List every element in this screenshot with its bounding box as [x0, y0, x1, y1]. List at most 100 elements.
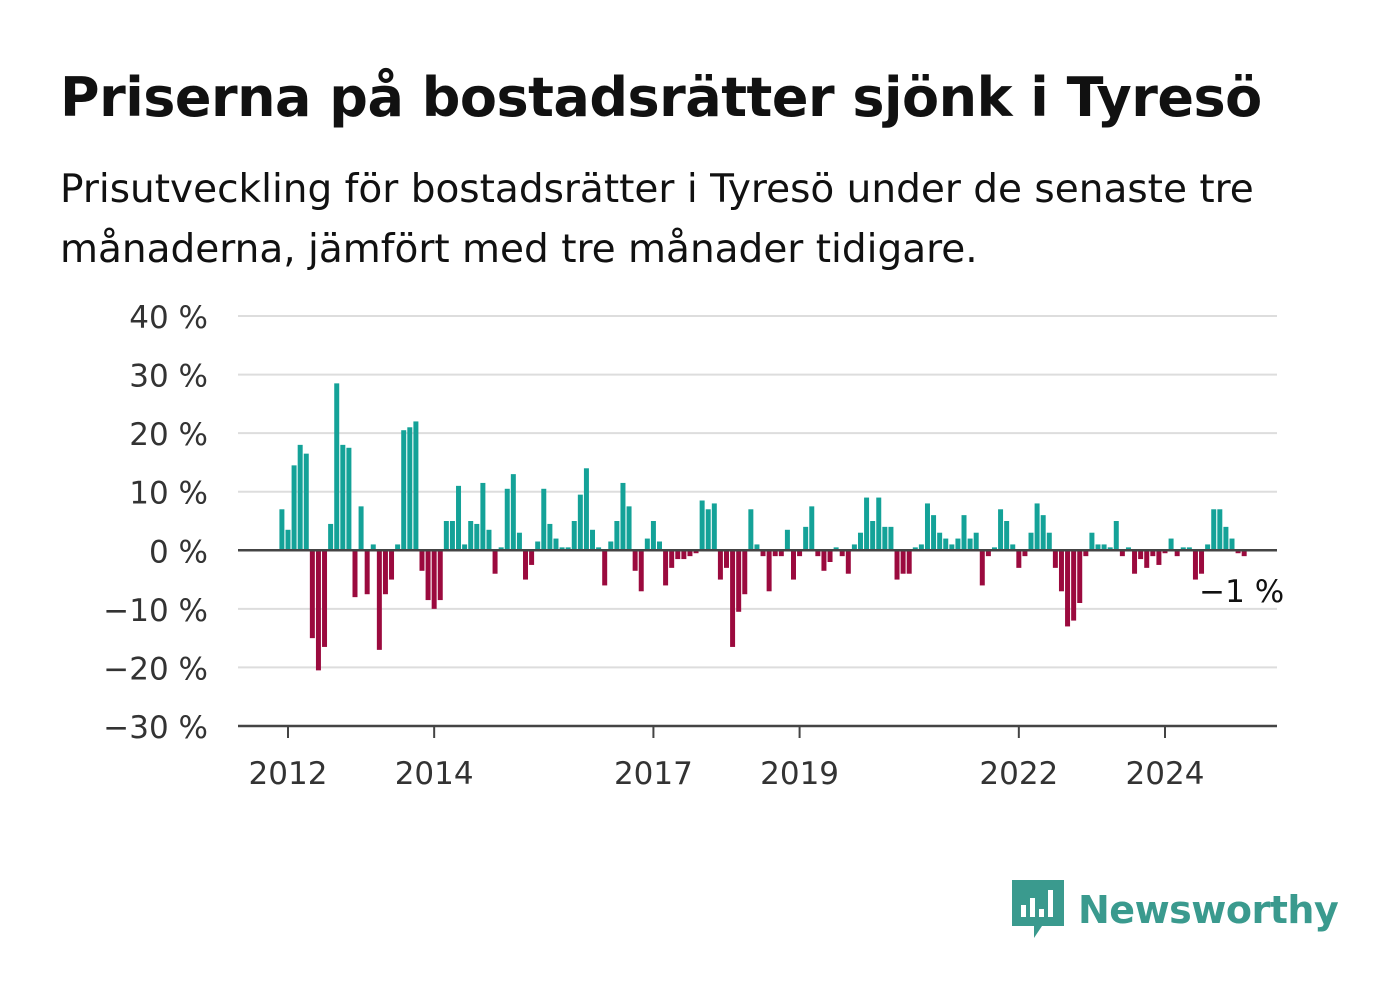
- bar: [1144, 550, 1150, 568]
- last-value-annotation: −1 %: [1199, 574, 1284, 610]
- bar: [839, 550, 845, 557]
- bars: [279, 383, 1247, 671]
- bar: [1241, 550, 1247, 557]
- bar: [620, 482, 626, 551]
- bar: [717, 550, 723, 580]
- bar: [1034, 503, 1040, 551]
- bar: [699, 500, 705, 551]
- bar: [1211, 509, 1217, 551]
- bar: [303, 453, 309, 551]
- bar: [1077, 550, 1083, 603]
- bar: [705, 509, 711, 551]
- bar: [644, 538, 650, 551]
- bar: [364, 550, 370, 595]
- bar: [309, 550, 315, 639]
- bar: [614, 521, 620, 551]
- bar: [1180, 547, 1186, 551]
- bar: [1235, 550, 1241, 554]
- bar: [541, 488, 547, 551]
- bar: [1083, 550, 1089, 557]
- bar: [1205, 544, 1211, 551]
- bar: [657, 541, 662, 551]
- bar: [766, 550, 772, 592]
- bar: [730, 550, 736, 647]
- bar: [1168, 538, 1174, 551]
- bar: [754, 544, 760, 551]
- bar: [547, 523, 553, 551]
- bar: [376, 550, 382, 650]
- bar: [389, 550, 395, 580]
- bar: [681, 550, 687, 560]
- y-tick-label: 40 %: [129, 300, 208, 336]
- bar: [590, 529, 596, 551]
- bar: [894, 550, 900, 580]
- bar: [748, 509, 754, 551]
- bar: [632, 550, 638, 571]
- bar: [955, 538, 961, 551]
- bar: [1186, 547, 1192, 551]
- bar: [1089, 532, 1095, 551]
- bar: [711, 503, 717, 551]
- bar: [650, 521, 656, 551]
- bar: [821, 550, 827, 571]
- bar: [663, 550, 669, 586]
- y-tick-label: −30 %: [103, 710, 208, 746]
- y-tick-label: 30 %: [129, 359, 208, 395]
- bar: [833, 547, 839, 551]
- bar: [291, 465, 297, 551]
- bar: [626, 506, 632, 551]
- bar: [1192, 550, 1198, 580]
- bar: [1229, 538, 1235, 551]
- bar: [1022, 550, 1028, 557]
- newsworthy-logo: Newsworthy: [1012, 880, 1339, 940]
- bar: [529, 550, 535, 565]
- bar: [431, 550, 437, 609]
- bar: [1040, 515, 1046, 551]
- y-tick-label: 10 %: [129, 476, 208, 512]
- x-tick-label: 2017: [614, 756, 693, 792]
- bar: [924, 503, 930, 551]
- bar: [815, 550, 821, 557]
- bar: [437, 550, 443, 601]
- bar: [876, 497, 882, 551]
- bar: [675, 550, 681, 560]
- bar: [1058, 550, 1064, 592]
- bar: [882, 526, 888, 551]
- bar: [1046, 532, 1052, 551]
- y-tick-label: −20 %: [103, 651, 208, 687]
- bar: [553, 538, 559, 551]
- bar: [1065, 550, 1071, 627]
- bar: [1156, 550, 1162, 565]
- bar: [1132, 550, 1138, 574]
- bar: [419, 550, 425, 571]
- bar: [693, 550, 699, 554]
- bar: [559, 547, 565, 551]
- x-tick-label: 2012: [249, 756, 328, 792]
- bar: [931, 515, 937, 551]
- bar: [322, 550, 328, 647]
- bar: [596, 547, 602, 551]
- bar: [486, 529, 492, 551]
- bar: [407, 427, 413, 551]
- bar: [985, 550, 991, 557]
- chart-title: Priserna på bostadsrätter sjönk i Tyresö: [60, 66, 1262, 129]
- bar: [742, 550, 748, 595]
- bar: [297, 444, 303, 551]
- bar: [498, 547, 504, 551]
- bar: [1162, 550, 1168, 554]
- y-tick-label: 20 %: [129, 417, 208, 453]
- y-tick-label: 0 %: [149, 534, 208, 570]
- bar: [480, 482, 486, 551]
- bar: [285, 529, 291, 551]
- newsworthy-logo-icon: [1012, 880, 1064, 938]
- bar: [425, 550, 431, 601]
- bar: [474, 523, 480, 551]
- bar: [760, 550, 766, 557]
- bar: [535, 541, 541, 551]
- bar: [912, 547, 918, 551]
- chart-subtitle: Prisutveckling för bostadsrätter i Tyres…: [60, 167, 1254, 272]
- tick-labels: 40 % 30 % 20 % 10 % 0 % −10 % −20 % −30 % 2012 20…: [103, 300, 1284, 792]
- bar: [827, 550, 833, 562]
- bar: [797, 550, 803, 557]
- bar: [565, 547, 571, 551]
